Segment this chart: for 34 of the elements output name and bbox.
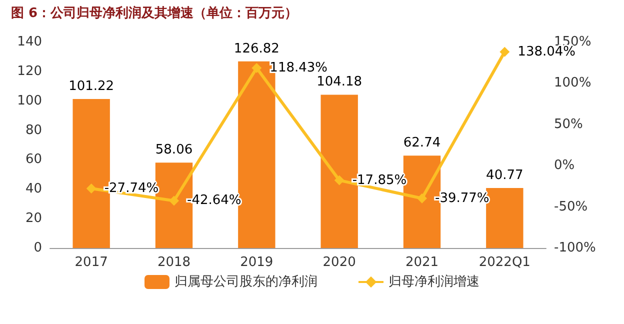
y2-tick-label: 0%: [554, 158, 575, 174]
x-tick-label: 2022Q1: [478, 255, 530, 270]
data-label: 62.74: [403, 136, 441, 151]
point: [252, 63, 262, 74]
y-tick-label: 80: [25, 122, 42, 138]
y2-tick-label: 50%: [554, 116, 583, 132]
point: [334, 175, 344, 186]
data-label: 40.77: [486, 168, 524, 184]
y-tick-label: 140: [17, 34, 42, 50]
chart-title: 图 6：公司归母净利润及其增速（单位：百万元）: [11, 5, 298, 21]
legend-label: 归母净利润增速: [388, 274, 480, 290]
x-tick-label: 2018: [157, 255, 191, 270]
data-label: 104.18: [316, 74, 362, 90]
y-tick-label: 60: [25, 152, 42, 168]
y2-tick-label: -100%: [554, 240, 596, 256]
y-tick-label: 0: [34, 240, 42, 256]
data-label: 126.82: [234, 41, 280, 56]
x-tick-label: 2020: [322, 255, 356, 270]
y2-tick-label: -50%: [554, 199, 588, 214]
y-tick-label: 120: [17, 64, 42, 79]
y-tick-label: 40: [25, 182, 42, 197]
data-label: 101.22: [68, 79, 114, 94]
x-tick-label: 2019: [240, 255, 274, 270]
legend-label: 归属母公司股东的净利润: [174, 274, 318, 290]
y2-tick-label: 100%: [554, 76, 592, 91]
y-tick-label: 20: [25, 211, 42, 226]
x-tick-label: 2017: [74, 255, 108, 270]
point: [417, 193, 427, 204]
point: [86, 183, 96, 194]
point: [500, 46, 510, 57]
data-label: 58.06: [155, 142, 193, 158]
x-tick-label: 2021: [405, 255, 439, 270]
point: [169, 196, 179, 206]
y-tick-label: 100: [17, 93, 42, 108]
